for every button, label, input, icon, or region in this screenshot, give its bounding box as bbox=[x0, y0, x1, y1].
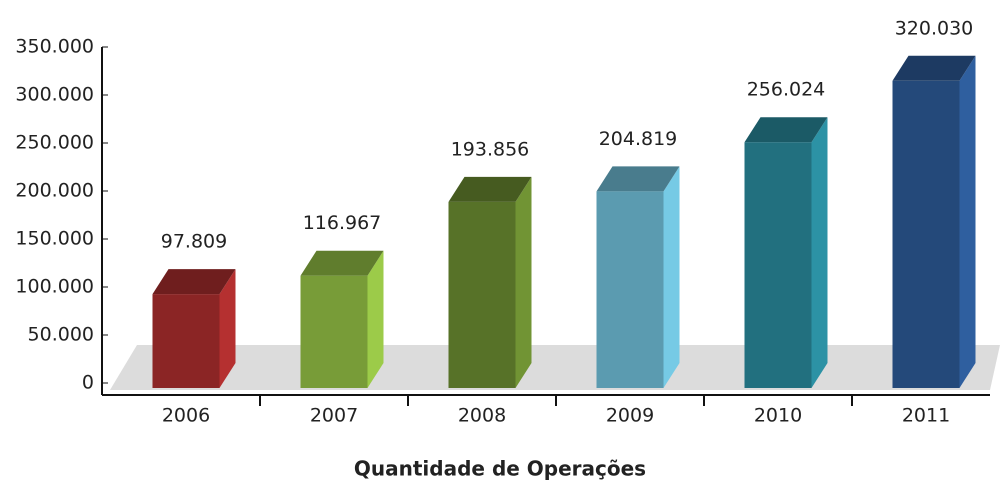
bar-front bbox=[152, 294, 220, 388]
bar-top bbox=[596, 166, 680, 192]
value-label: 97.809 bbox=[161, 231, 227, 253]
value-label: 320.030 bbox=[895, 17, 974, 39]
x-tick-label: 2009 bbox=[606, 405, 654, 427]
y-tick-label: 200.000 bbox=[15, 180, 94, 202]
bar-side bbox=[811, 117, 828, 389]
bar-front bbox=[300, 275, 368, 388]
bar-side bbox=[515, 176, 532, 388]
bar-front bbox=[448, 201, 516, 388]
bar-side bbox=[367, 250, 384, 388]
y-tick-label: 100.000 bbox=[15, 276, 94, 298]
bar-side bbox=[959, 55, 976, 388]
value-label: 116.967 bbox=[303, 212, 382, 234]
bar-side bbox=[663, 166, 680, 388]
value-label: 193.856 bbox=[451, 138, 530, 160]
bar bbox=[152, 269, 236, 388]
value-label: 256.024 bbox=[747, 79, 826, 101]
y-tick-label: 350.000 bbox=[15, 36, 94, 58]
bar bbox=[596, 166, 680, 388]
x-tick-label: 2006 bbox=[162, 405, 210, 427]
x-tick-label: 2007 bbox=[310, 405, 358, 427]
bar-front bbox=[892, 80, 960, 388]
chart-title: Quantidade de Operações bbox=[354, 457, 646, 481]
bar-front bbox=[744, 142, 812, 388]
bar-side bbox=[219, 269, 236, 388]
bar-top bbox=[448, 176, 532, 202]
bar-front bbox=[596, 191, 664, 388]
bar bbox=[892, 55, 976, 388]
x-tick-label: 2011 bbox=[902, 405, 950, 427]
y-tick-label: 250.000 bbox=[15, 132, 94, 154]
x-tick-label: 2010 bbox=[754, 405, 802, 427]
bar bbox=[300, 250, 384, 388]
x-tick-label: 2008 bbox=[458, 405, 506, 427]
bar-top bbox=[152, 269, 236, 295]
bar-top bbox=[892, 55, 976, 81]
y-tick-label: 50.000 bbox=[28, 324, 94, 346]
y-tick-label: 300.000 bbox=[15, 84, 94, 106]
bar-top bbox=[744, 117, 828, 143]
y-tick-label: 150.000 bbox=[15, 228, 94, 250]
bar bbox=[744, 117, 828, 389]
y-tick-label: 0 bbox=[82, 372, 94, 394]
floor bbox=[110, 345, 1000, 390]
bar bbox=[448, 176, 532, 388]
bar-top bbox=[300, 250, 384, 276]
value-label: 204.819 bbox=[599, 128, 678, 150]
